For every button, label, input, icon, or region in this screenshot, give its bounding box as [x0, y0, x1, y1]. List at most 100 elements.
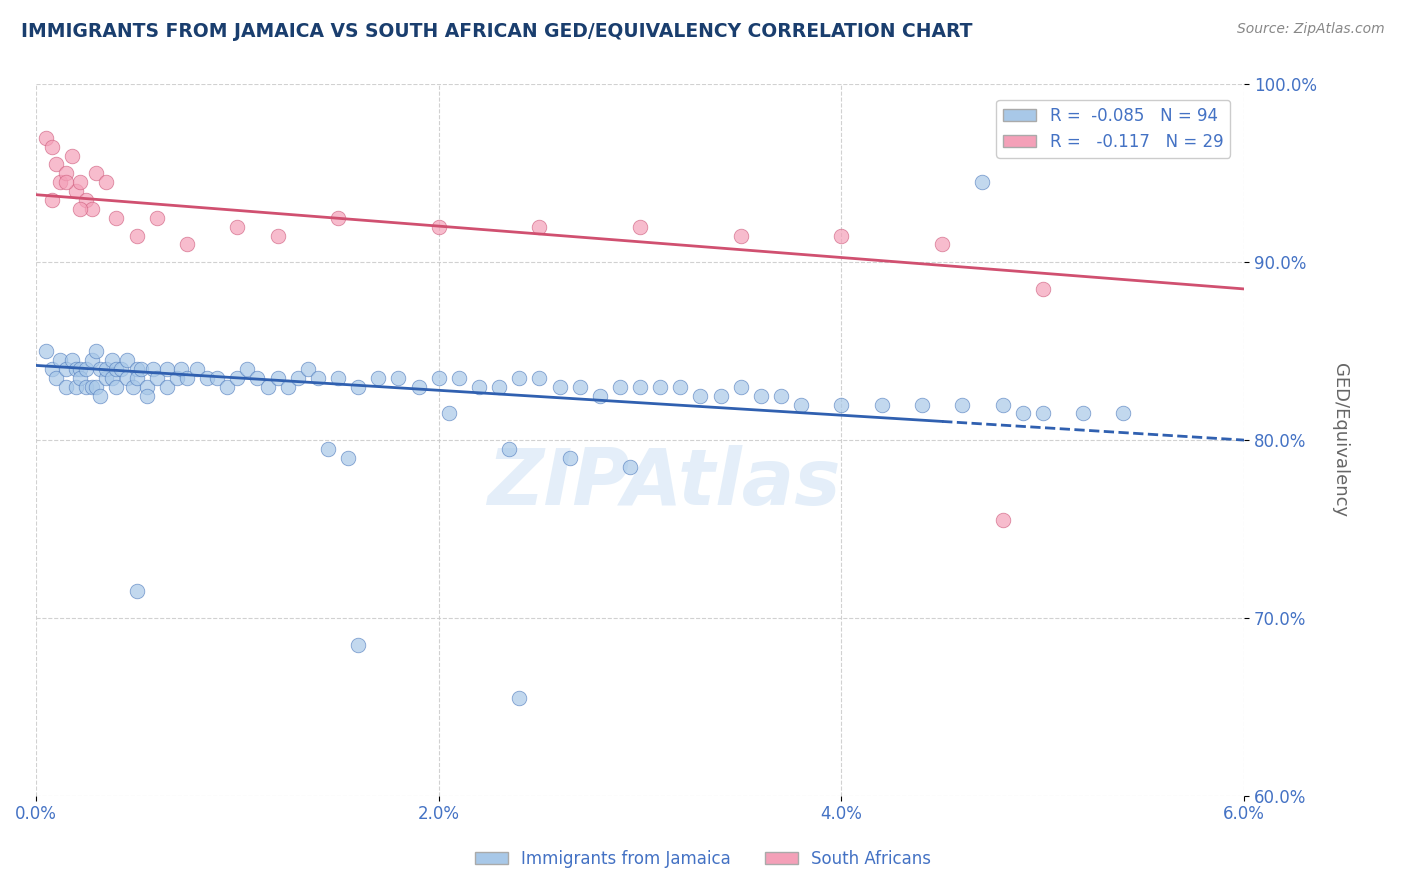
Point — [115, 353, 138, 368]
Point — [770, 389, 793, 403]
Point — [558, 450, 581, 465]
Point — [609, 380, 631, 394]
Text: ZIPAtlas: ZIPAtlas — [488, 445, 841, 521]
Point — [96, 371, 118, 385]
Point — [41, 362, 63, 376]
Point — [931, 237, 953, 252]
Point — [65, 184, 87, 198]
Point — [266, 371, 288, 385]
Point — [86, 344, 108, 359]
Point — [135, 389, 157, 403]
Point — [125, 362, 148, 376]
Point — [125, 584, 148, 599]
Point — [628, 219, 651, 234]
Point — [730, 380, 752, 394]
Point — [115, 371, 138, 385]
Point — [508, 690, 530, 705]
Point — [236, 362, 259, 376]
Point — [790, 398, 813, 412]
Point — [55, 380, 77, 394]
Point — [447, 371, 470, 385]
Point — [186, 362, 208, 376]
Point — [387, 371, 409, 385]
Point — [86, 380, 108, 394]
Text: IMMIGRANTS FROM JAMAICA VS SOUTH AFRICAN GED/EQUIVALENCY CORRELATION CHART: IMMIGRANTS FROM JAMAICA VS SOUTH AFRICAN… — [21, 22, 973, 41]
Point — [105, 211, 128, 225]
Point — [217, 380, 239, 394]
Point — [69, 202, 91, 216]
Point — [548, 380, 571, 394]
Point — [427, 219, 450, 234]
Point — [41, 139, 63, 153]
Point — [1112, 406, 1135, 420]
Point — [195, 371, 218, 385]
Point — [1032, 406, 1054, 420]
Point — [89, 389, 111, 403]
Point — [60, 148, 83, 162]
Point — [710, 389, 733, 403]
Point — [669, 380, 692, 394]
Point — [55, 166, 77, 180]
Point — [468, 380, 491, 394]
Point — [142, 362, 165, 376]
Point — [1011, 406, 1033, 420]
Point — [991, 513, 1014, 527]
Point — [55, 175, 77, 189]
Point — [45, 157, 67, 171]
Point — [101, 353, 124, 368]
Point — [41, 193, 63, 207]
Point — [911, 398, 934, 412]
Point — [45, 371, 67, 385]
Point — [69, 371, 91, 385]
Point — [110, 362, 132, 376]
Point — [166, 371, 188, 385]
Point — [689, 389, 711, 403]
Point — [589, 389, 612, 403]
Point — [246, 371, 269, 385]
Point — [508, 371, 530, 385]
Point — [105, 380, 128, 394]
Point — [266, 228, 288, 243]
Point — [1071, 406, 1094, 420]
Point — [176, 371, 198, 385]
Point — [326, 211, 349, 225]
Point — [972, 175, 994, 189]
Point — [82, 353, 104, 368]
Point — [75, 193, 97, 207]
Point — [75, 362, 97, 376]
Point — [870, 398, 893, 412]
Point — [226, 219, 249, 234]
Point — [1032, 282, 1054, 296]
Point — [156, 380, 179, 394]
Point — [129, 362, 152, 376]
Point — [277, 380, 299, 394]
Point — [82, 202, 104, 216]
Point — [287, 371, 309, 385]
Point — [125, 228, 148, 243]
Point — [105, 362, 128, 376]
Point — [145, 211, 167, 225]
Point — [427, 371, 450, 385]
Point — [650, 380, 672, 394]
Point — [337, 450, 360, 465]
Point — [176, 237, 198, 252]
Point — [830, 228, 852, 243]
Point — [35, 344, 58, 359]
Point — [529, 219, 551, 234]
Text: Source: ZipAtlas.com: Source: ZipAtlas.com — [1237, 22, 1385, 37]
Y-axis label: GED/Equivalency: GED/Equivalency — [1331, 363, 1348, 517]
Point — [256, 380, 278, 394]
Point — [749, 389, 772, 403]
Point — [950, 398, 973, 412]
Legend: R =  -0.085   N = 94, R =   -0.117   N = 29: R = -0.085 N = 94, R = -0.117 N = 29 — [997, 100, 1230, 158]
Point — [437, 406, 460, 420]
Point — [297, 362, 319, 376]
Point — [307, 371, 329, 385]
Point — [69, 175, 91, 189]
Point — [60, 353, 83, 368]
Point — [121, 380, 143, 394]
Point — [347, 638, 370, 652]
Point — [170, 362, 193, 376]
Point — [488, 380, 510, 394]
Point — [830, 398, 852, 412]
